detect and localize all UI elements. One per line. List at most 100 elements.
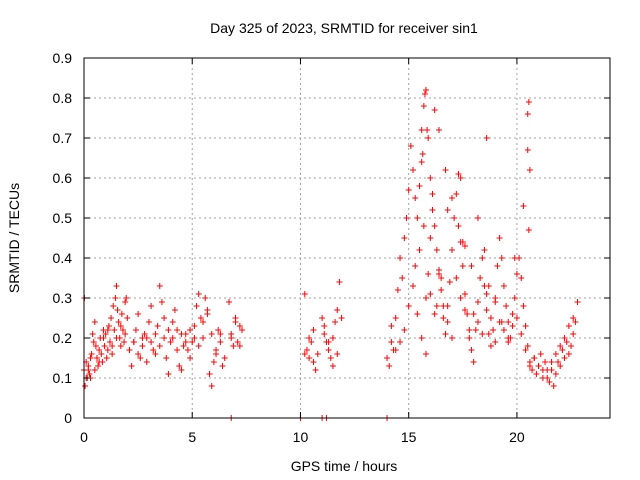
data-point [401, 327, 408, 333]
data-point [431, 311, 438, 317]
data-point [570, 331, 577, 337]
data-point [410, 167, 417, 173]
data-point [522, 323, 529, 329]
data-point [132, 327, 139, 333]
data-point [442, 167, 449, 173]
data-point [474, 319, 481, 325]
data-point [325, 339, 332, 345]
data-point [189, 339, 196, 345]
data-point [509, 323, 516, 329]
data-point [429, 191, 436, 197]
data-point [321, 331, 328, 337]
data-point [427, 175, 434, 181]
y-tick-label: 0.8 [53, 90, 73, 106]
y-tick-label: 0.1 [53, 370, 73, 386]
data-point [213, 351, 220, 357]
data-point [520, 203, 527, 209]
data-point [407, 143, 414, 149]
data-point [202, 295, 209, 301]
data-point [412, 263, 419, 269]
data-point [98, 351, 105, 357]
data-point [178, 367, 185, 373]
data-point [525, 227, 532, 233]
data-point [204, 311, 211, 317]
data-point [121, 339, 128, 345]
data-point [334, 307, 341, 313]
y-tick-label: 0.6 [53, 170, 73, 186]
data-point [156, 343, 163, 349]
data-point [423, 295, 430, 301]
data-point [110, 303, 117, 309]
data-point [444, 319, 451, 325]
data-point [424, 127, 431, 133]
data-point [435, 271, 442, 277]
data-point [442, 331, 449, 337]
data-point [419, 151, 426, 157]
data-point [563, 339, 570, 345]
data-point [394, 287, 401, 293]
data-point [425, 271, 432, 277]
data-point [176, 363, 183, 369]
data-point [522, 347, 529, 353]
data-point [438, 287, 445, 293]
data-point [420, 223, 427, 229]
data-point [169, 319, 176, 325]
data-point [423, 351, 430, 357]
data-point [135, 311, 142, 317]
data-point [161, 335, 168, 341]
data-point [306, 335, 313, 341]
data-point [221, 355, 228, 361]
data-point [306, 355, 313, 361]
data-point [429, 207, 436, 213]
x-tick-label: 0 [80, 429, 88, 445]
data-point [505, 319, 512, 325]
data-point [550, 383, 557, 389]
y-tick-label: 0.2 [53, 330, 73, 346]
data-point [433, 247, 440, 253]
data-point [325, 347, 332, 353]
data-point [505, 339, 512, 345]
data-point [525, 99, 532, 105]
data-point [329, 363, 336, 369]
data-point [427, 235, 434, 241]
data-point [446, 279, 453, 285]
data-point [113, 335, 120, 341]
data-point [152, 351, 159, 357]
data-point [464, 311, 471, 317]
data-point [206, 371, 213, 377]
data-point [448, 195, 455, 201]
y-tick-label: 0.7 [53, 130, 73, 146]
data-point [150, 347, 157, 353]
data-point [479, 331, 486, 337]
data-point [552, 371, 559, 377]
data-point [427, 291, 434, 297]
data-point [217, 331, 224, 337]
data-point [405, 187, 412, 193]
data-point [483, 135, 490, 141]
data-point [414, 215, 421, 221]
data-point [108, 315, 115, 321]
data-point [95, 363, 102, 369]
data-point [440, 315, 447, 321]
data-point [418, 127, 425, 133]
data-point [397, 255, 404, 261]
plot-frame [83, 57, 611, 419]
data-point [117, 323, 124, 329]
data-point [531, 355, 538, 361]
data-point [91, 319, 98, 325]
data-point [234, 339, 241, 345]
data-point [102, 331, 109, 337]
data-point [112, 295, 119, 301]
data-points [81, 87, 581, 421]
data-point [542, 359, 549, 365]
axis-ticks: 0 0.1 0.2 0.3 0.4 0.5 0.6 0.7 0.8 0.9 0 5 10 15 20 [53, 50, 610, 445]
data-point [399, 275, 406, 281]
data-point [431, 107, 438, 113]
data-point [386, 363, 393, 369]
data-point [457, 295, 464, 301]
y-tick-label: 0.5 [53, 210, 73, 226]
data-point [392, 315, 399, 321]
y-tick-label: 0.9 [53, 50, 73, 66]
data-point [470, 311, 477, 317]
data-point [520, 303, 527, 309]
